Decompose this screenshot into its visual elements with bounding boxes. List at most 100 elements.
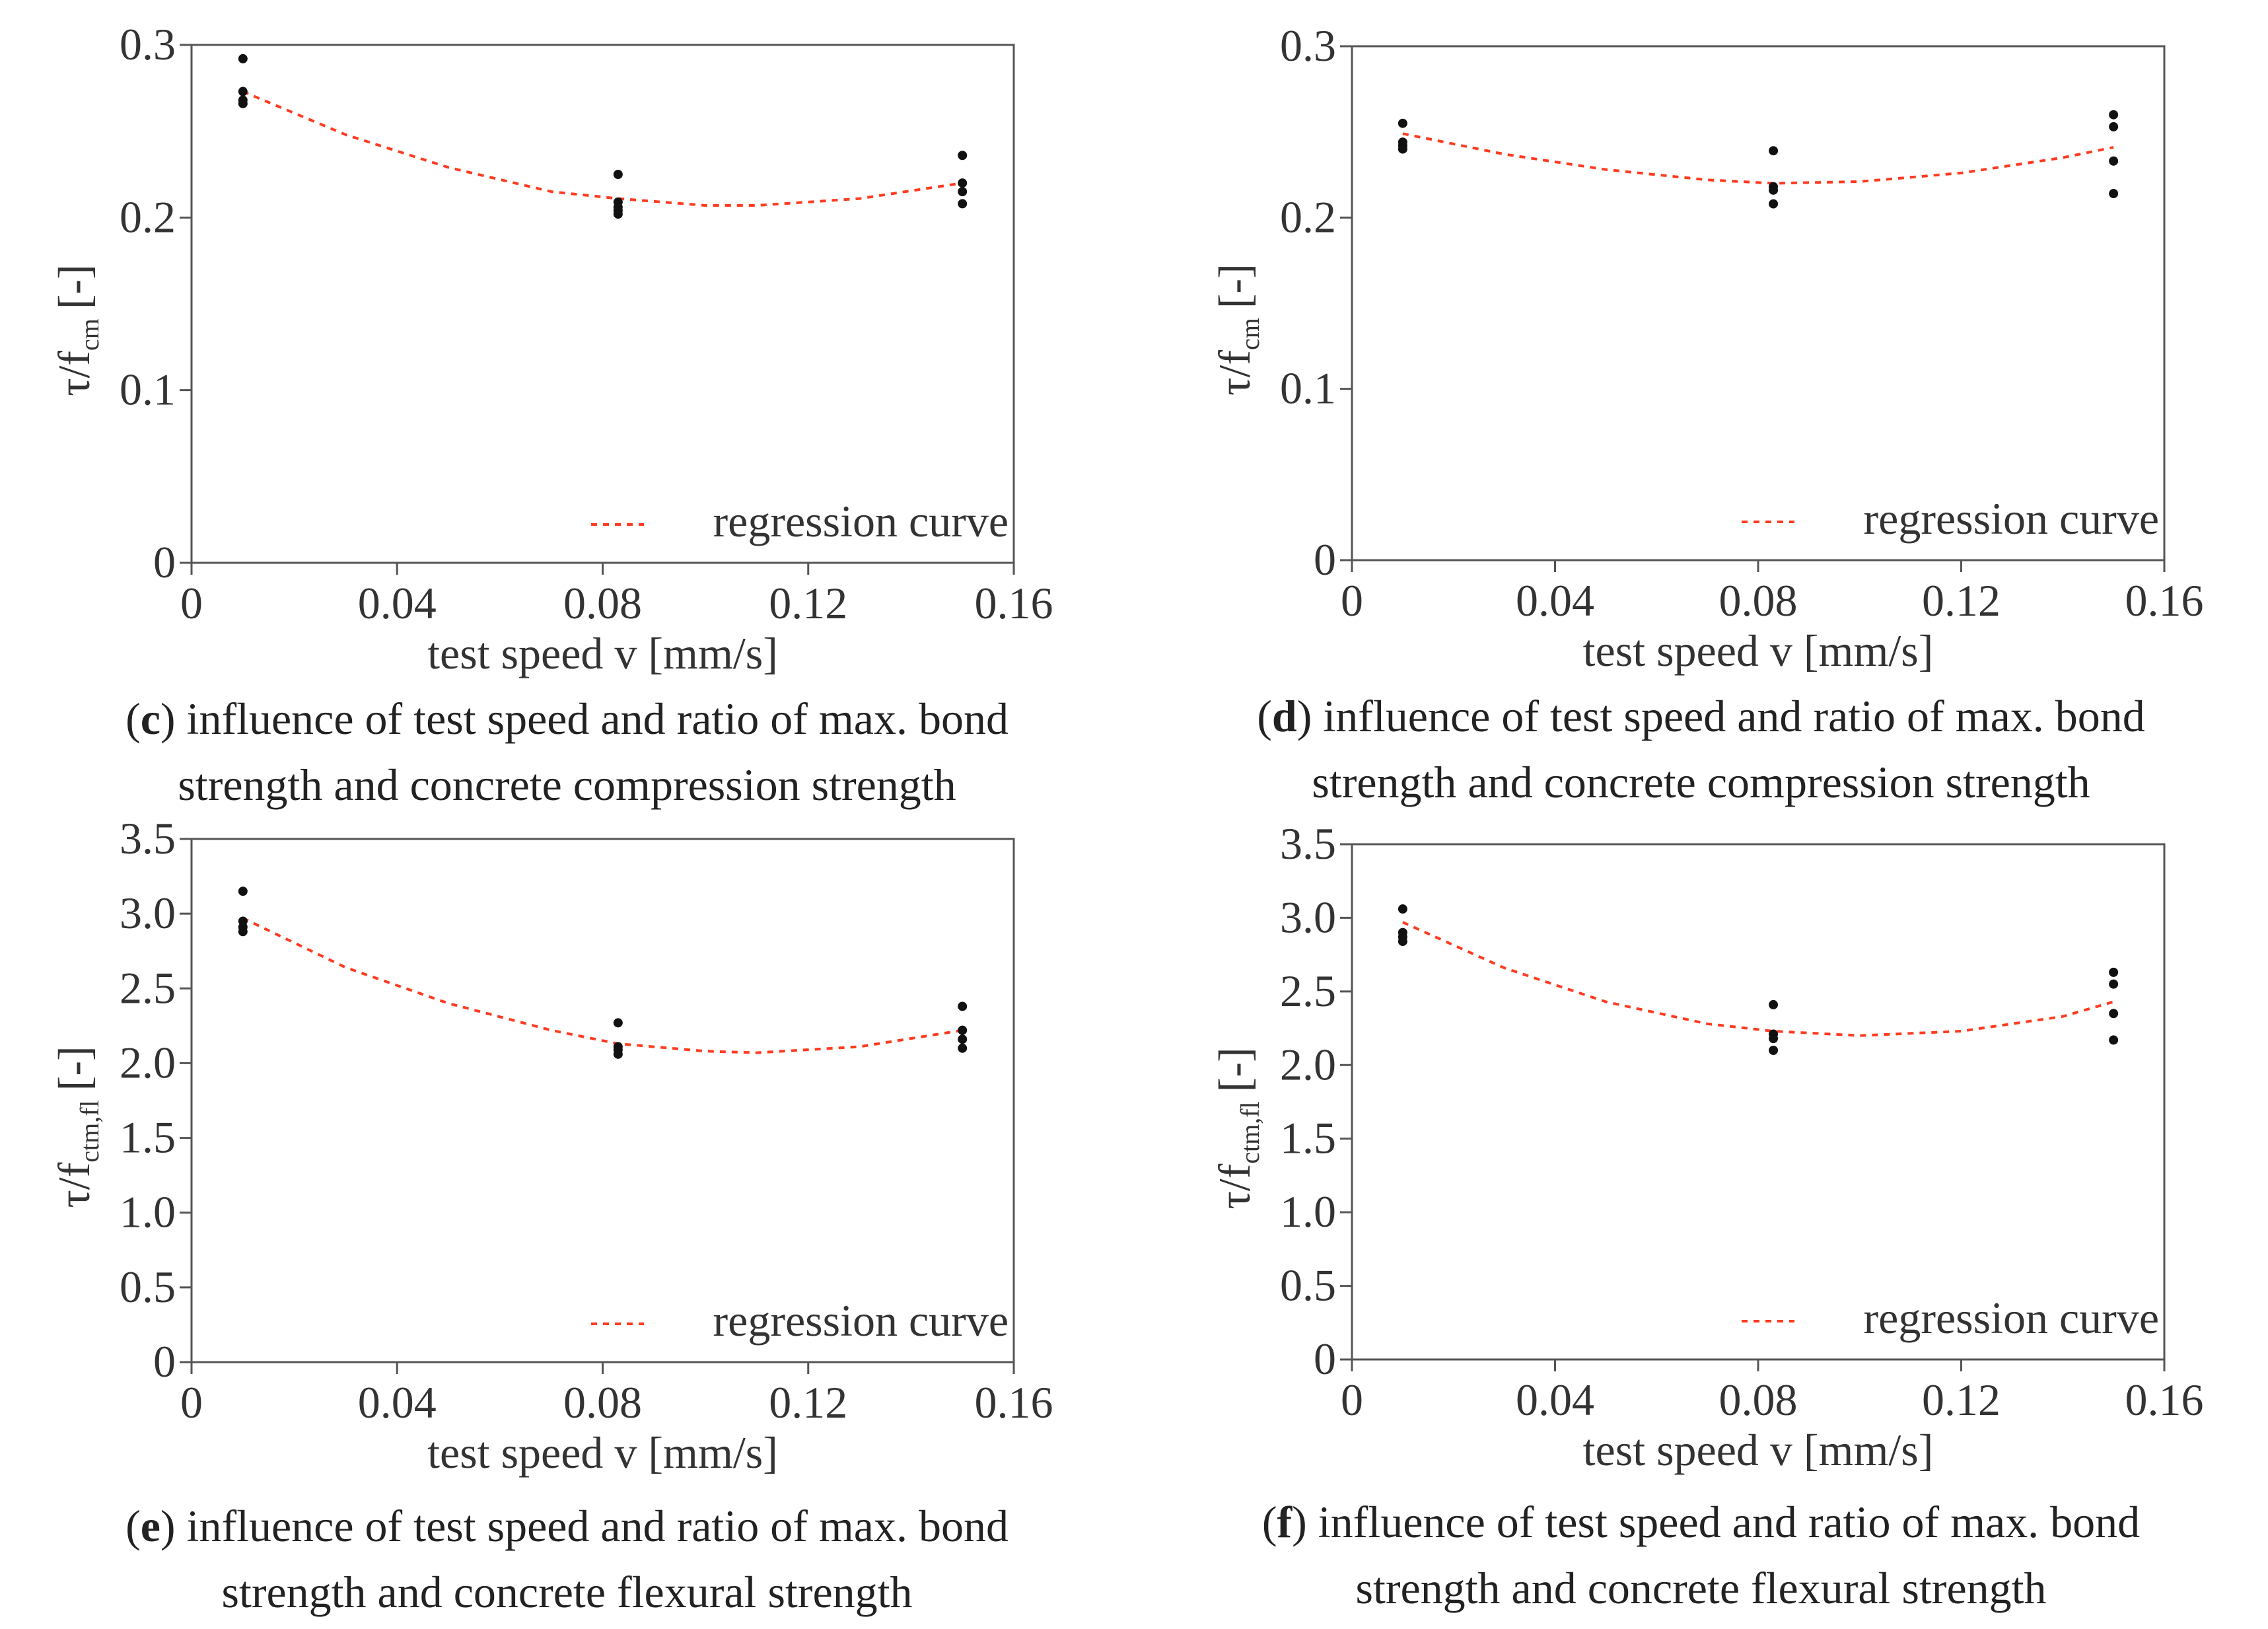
chart-c-xlabel: test speed v [mm/s] bbox=[427, 628, 778, 678]
chart-f-svg: 0 0.5 1.0 1.5 2.0 2.5 3.0 3.5 0 0.04 0.08 0.12 0.16 t… bbox=[1209, 818, 2204, 1475]
chart-c-xtick-label: 0.04 bbox=[358, 578, 437, 628]
chart-c-ylabel-main: τ/f bbox=[49, 351, 99, 396]
chart-c-data-point bbox=[238, 87, 248, 96]
chart-d-xtick-label: 0 bbox=[1341, 575, 1363, 626]
chart-c-xtick-label: 0.16 bbox=[975, 578, 1053, 628]
chart-d-xtick-label: 0.16 bbox=[2125, 575, 2204, 626]
chart-c-xtick-label: 0 bbox=[180, 578, 203, 628]
chart-d-ytick-label: 0.3 bbox=[1280, 20, 1336, 71]
chart-f-ytick-label: 1.0 bbox=[1280, 1186, 1336, 1237]
chart-c-data-point bbox=[958, 178, 968, 188]
caption-e-line2: strength and concrete flexural strength bbox=[221, 1567, 913, 1617]
chart-f-data-point bbox=[2109, 1009, 2119, 1019]
chart-panel-e: 0 0.5 1.0 1.5 2.0 2.5 3.0 3.5 0 0.04 0.08 0.12 0.16 t… bbox=[0, 806, 1134, 1629]
chart-c-ylabel-unit: [-] bbox=[49, 264, 99, 309]
chart-d-ytick-label: 0.2 bbox=[1280, 192, 1336, 242]
chart-c-xtick-label: 0.08 bbox=[563, 578, 642, 628]
caption-f-line2: strength and concrete flexural strength bbox=[1355, 1563, 2047, 1613]
chart-c-ylabel: τ/fcm [-] bbox=[49, 264, 104, 396]
chart-d-xtick-label: 0.08 bbox=[1719, 575, 1798, 626]
chart-d-ylabel-unit: [-] bbox=[1209, 264, 1259, 308]
chart-d-ylabel-sub: cm bbox=[1235, 318, 1265, 350]
chart-e-ytick-label: 0 bbox=[153, 1336, 176, 1387]
chart-c-data-point bbox=[613, 209, 623, 219]
chart-e-xtick-label: 0.12 bbox=[769, 1377, 847, 1428]
chart-c-data-point bbox=[238, 54, 248, 63]
chart-e-ylabel: τ/fctm,fl [-] bbox=[49, 1046, 104, 1208]
chart-f-ytick-label: 1.5 bbox=[1280, 1113, 1336, 1163]
caption-f-line1: (f) influence of test speed and ratio of… bbox=[1261, 1497, 2141, 1547]
caption-d: (d) influence of test speed and ratio of… bbox=[1134, 683, 2268, 815]
chart-panel-f: 0 0.5 1.0 1.5 2.0 2.5 3.0 3.5 0 0.04 0.08 0.12 0.16 t… bbox=[1134, 806, 2268, 1629]
chart-c-ytick-label: 0.2 bbox=[120, 192, 176, 242]
chart-panel-d: 0 0.1 0.2 0.3 0 0.04 0.08 0.12 0.16 test speed v … bbox=[1134, 0, 2268, 807]
chart-e-ylabel-main: τ/f bbox=[49, 1162, 99, 1208]
chart-c-data-point bbox=[958, 151, 968, 161]
chart-e-ytick-label: 3.5 bbox=[120, 813, 176, 863]
chart-f-xtick-label: 0.08 bbox=[1719, 1375, 1798, 1425]
chart-f-ylabel-unit: [-] bbox=[1209, 1047, 1259, 1092]
chart-d-xtick-label: 0.12 bbox=[1922, 575, 2001, 626]
chart-d-data-point bbox=[1769, 199, 1779, 209]
chart-e-plot-frame bbox=[190, 838, 1015, 1363]
caption-c: (c) influence of test speed and ratio of… bbox=[0, 686, 1134, 818]
chart-f-ylabel-main: τ/f bbox=[1209, 1163, 1259, 1209]
chart-c-svg: 0 0.1 0.2 0.3 0 0.04 0.08 0.12 0.16 test speed v … bbox=[49, 19, 1053, 678]
chart-f-regression-curve bbox=[1402, 921, 2114, 1037]
chart-d-data-point bbox=[1398, 118, 1407, 128]
chart-f-ytick-label: 2.5 bbox=[1280, 966, 1336, 1016]
chart-f-data-point bbox=[1398, 937, 1407, 947]
chart-d-data-point bbox=[2109, 122, 2119, 131]
chart-d-legend-label: regression curve bbox=[1864, 493, 2159, 544]
chart-e-xtick-label: 0.08 bbox=[563, 1377, 642, 1428]
chart-f-data-point bbox=[2109, 967, 2119, 977]
chart-d-data-point bbox=[1398, 144, 1407, 154]
chart-f-plot-frame bbox=[1351, 843, 2166, 1361]
chart-e-data-point bbox=[958, 1043, 968, 1053]
chart-c-ylabel-sub: cm bbox=[75, 318, 104, 351]
chart-e-data-point bbox=[238, 927, 248, 937]
caption-e: (e) influence of test speed and ratio of… bbox=[0, 1493, 1134, 1625]
chart-e-xtick-label: 0.16 bbox=[975, 1377, 1053, 1428]
chart-e-data-point bbox=[958, 1001, 968, 1011]
chart-d-ytick-label: 0 bbox=[1314, 534, 1336, 585]
caption-c-line1: (c) influence of test speed and ratio of… bbox=[125, 694, 1009, 744]
chart-f-xtick-label: 0 bbox=[1341, 1375, 1363, 1425]
chart-e-ytick-label: 1.5 bbox=[120, 1112, 176, 1163]
chart-f-xtick-label: 0.12 bbox=[1922, 1375, 2001, 1425]
chart-c-legend-label: regression curve bbox=[713, 496, 1009, 546]
caption-c-line2: strength and concrete compression streng… bbox=[178, 760, 956, 810]
chart-d-plot-frame bbox=[1351, 45, 2166, 561]
chart-c-data-point bbox=[613, 170, 623, 179]
chart-e-ytick-label: 0.5 bbox=[120, 1262, 176, 1312]
chart-e-data-point bbox=[958, 1025, 968, 1035]
chart-f-xlabel: test speed v [mm/s] bbox=[1583, 1425, 1934, 1475]
chart-e-svg: 0 0.5 1.0 1.5 2.0 2.5 3.0 3.5 0 0.04 0.08 0.12 0.16 t… bbox=[49, 813, 1053, 1478]
chart-f-data-point bbox=[1769, 1046, 1779, 1055]
caption-d-line1: (d) influence of test speed and ratio of… bbox=[1257, 691, 2145, 741]
chart-e-data-point bbox=[613, 1049, 623, 1059]
chart-d-ytick-label: 0.1 bbox=[1280, 363, 1336, 414]
chart-c-ytick-label: 0.1 bbox=[120, 365, 176, 415]
chart-f-data-point bbox=[2109, 1035, 2119, 1045]
chart-f-xtick-label: 0.04 bbox=[1516, 1375, 1594, 1425]
chart-e-ylabel-unit: [-] bbox=[49, 1046, 99, 1091]
chart-d-ylabel-main: τ/f bbox=[1209, 350, 1259, 396]
chart-e-ytick-label: 3.0 bbox=[120, 888, 176, 938]
chart-e-legend-label: regression curve bbox=[713, 1295, 1009, 1346]
chart-c-data-point bbox=[238, 98, 248, 108]
chart-f-data-point bbox=[1769, 999, 1779, 1009]
chart-f-ytick-label: 3.0 bbox=[1280, 892, 1336, 942]
chart-d-data-point bbox=[2109, 156, 2119, 166]
chart-f-ytick-label: 2.0 bbox=[1280, 1039, 1336, 1089]
chart-c-ytick-label: 0 bbox=[153, 537, 176, 587]
chart-d-data-point bbox=[2109, 189, 2119, 199]
chart-f-xtick-label: 0.16 bbox=[2125, 1375, 2204, 1425]
chart-c-data-point bbox=[958, 187, 968, 197]
chart-e-xlabel: test speed v [mm/s] bbox=[427, 1428, 778, 1478]
chart-panel-c: 0 0.1 0.2 0.3 0 0.04 0.08 0.12 0.16 test speed v … bbox=[0, 0, 1134, 810]
chart-e-xtick-label: 0.04 bbox=[358, 1377, 437, 1428]
chart-f-ylabel: τ/fctm,fl [-] bbox=[1209, 1047, 1265, 1209]
chart-e-ylabel-sub: ctm,fl bbox=[75, 1100, 104, 1162]
chart-e-regression-curve bbox=[242, 917, 963, 1054]
